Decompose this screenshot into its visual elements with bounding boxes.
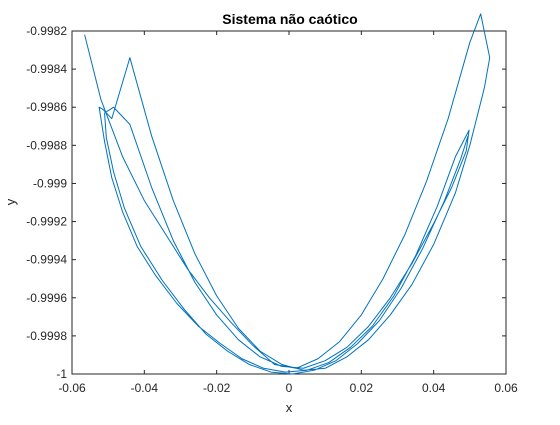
- y-axis-ticks: -1 -0.9998 -0.9996 -0.9994 -0.9992 -0.999 -0.9…: [26, 24, 506, 381]
- x-tick-label: 0: [286, 381, 293, 395]
- x-tick-label: 0.06: [494, 381, 518, 395]
- x-tick-label: -0.06: [58, 381, 86, 395]
- series-layer: [84, 13, 491, 375]
- y-tick-label: -0.9982: [26, 24, 67, 38]
- y-tick-label: -0.9988: [26, 138, 67, 152]
- x-tick-label: 0.04: [422, 381, 446, 395]
- x-tick-label: 0.02: [350, 381, 374, 395]
- chart-title: Sistema não caótico: [222, 11, 357, 27]
- x-tick-label: -0.04: [131, 381, 159, 395]
- y-tick-label: -0.9984: [26, 62, 67, 76]
- y-axis-label: y: [3, 198, 18, 205]
- y-tick-label: -1: [56, 367, 67, 381]
- x-axis-ticks: -0.06 -0.04 -0.02 0 0.02 0.04 0.06: [58, 31, 518, 395]
- x-axis-label: x: [286, 400, 293, 415]
- y-tick-label: -0.9994: [26, 253, 67, 267]
- y-tick-label: -0.9998: [26, 329, 67, 343]
- y-tick-label: -0.9992: [26, 215, 67, 229]
- x-tick-label: -0.02: [203, 381, 231, 395]
- y-tick-label: -0.999: [33, 176, 67, 190]
- y-tick-label: -0.9996: [26, 291, 67, 305]
- y-tick-label: -0.9986: [26, 100, 67, 114]
- series-line-1: [84, 13, 491, 375]
